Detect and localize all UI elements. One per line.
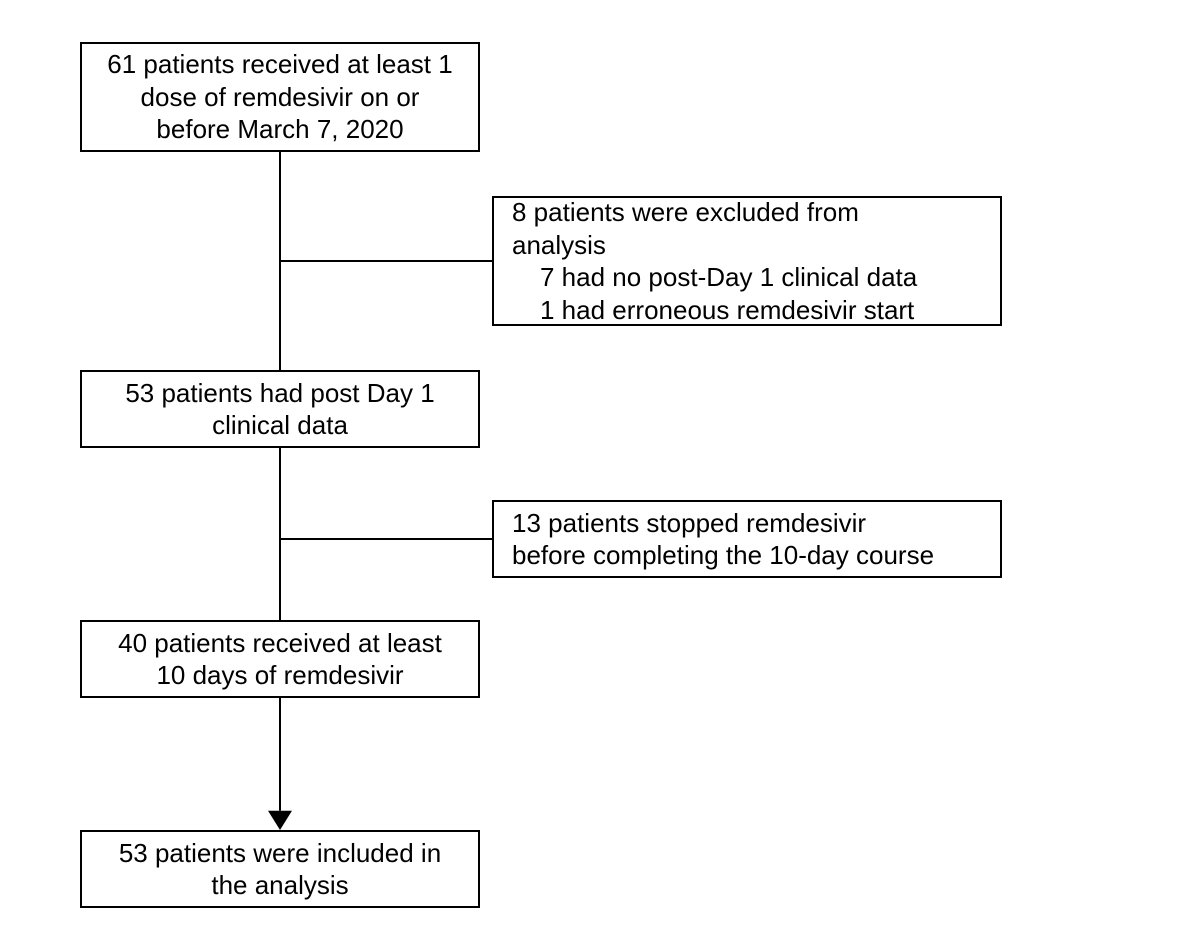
- node-stopped: 13 patients stopped remdesivirbefore com…: [492, 500, 1002, 578]
- node-received10: 40 patients received at least10 days of …: [80, 620, 480, 698]
- node-enrolled: 61 patients received at least 1dose of r…: [80, 42, 480, 152]
- node-text-line: clinical data: [212, 409, 348, 442]
- node-text-line: before March 7, 2020: [156, 113, 403, 146]
- node-text-line: 61 patients received at least 1: [107, 48, 452, 81]
- node-text-line: 8 patients were excluded from: [512, 196, 859, 229]
- node-excluded: 8 patients were excluded fromanalysis7 h…: [492, 196, 1002, 326]
- flowchart-canvas: 61 patients received at least 1dose of r…: [0, 0, 1200, 952]
- node-text-line: 53 patients were included in: [119, 837, 441, 870]
- node-text-subline: 1 had erroneous remdesivir start: [512, 294, 914, 327]
- node-text-line: before completing the 10-day course: [512, 539, 934, 572]
- node-text-line: 13 patients stopped remdesivir: [512, 507, 866, 540]
- node-text-line: 53 patients had post Day 1: [125, 377, 434, 410]
- node-text-line: analysis: [512, 229, 606, 262]
- node-text-subline: 7 had no post-Day 1 clinical data: [512, 261, 917, 294]
- node-text-line: 10 days of remdesivir: [156, 659, 403, 692]
- node-text-line: dose of remdesivir on or: [141, 81, 420, 114]
- node-postday1: 53 patients had post Day 1clinical data: [80, 370, 480, 448]
- node-included: 53 patients were included inthe analysis: [80, 830, 480, 908]
- node-text-line: the analysis: [211, 869, 348, 902]
- node-text-line: 40 patients received at least: [118, 627, 442, 660]
